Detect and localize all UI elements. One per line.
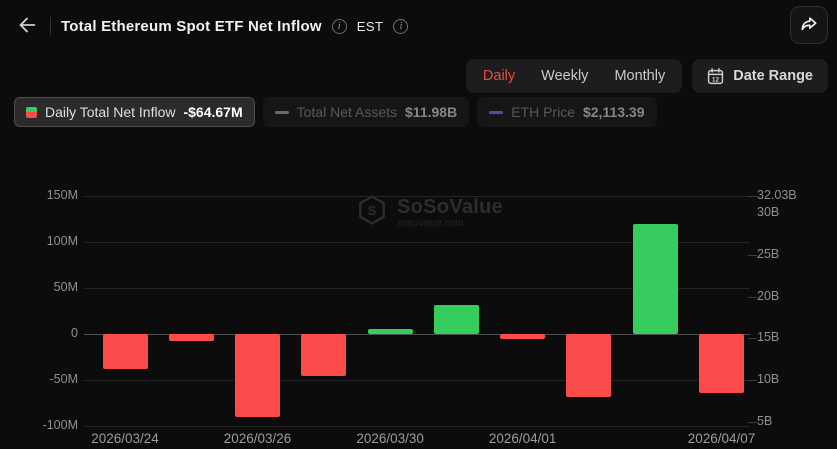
blue-dash-icon [489,110,504,114]
calendar-icon: 12 [707,67,724,85]
header: Total Ethereum Spot ETF Net Inflow i EST… [14,10,781,42]
tab-monthly[interactable]: Monthly [614,68,666,84]
tab-weekly[interactable]: Weekly [541,68,589,84]
x-axis-tick-label: 2026/04/01 [488,431,557,446]
legend-value: $2,113.39 [582,104,645,120]
watermark: S SoSoValue sosovalue.com [356,194,503,231]
watermark-brand: SoSoValue [397,196,504,218]
tab-daily[interactable]: Daily [482,68,516,84]
left-axis-tick-label: -50M [49,372,78,386]
legend-value: -$64.67M [183,104,243,120]
legend-label: Daily Total Net Inflow [45,104,176,120]
date-range-label: Date Range [733,68,813,84]
legend-item-daily-net-inflow[interactable]: Daily Total Net Inflow -$64.67M [14,97,255,127]
right-axis-tick [748,338,757,340]
right-axis-tick [748,254,757,256]
gridline [84,380,750,381]
sosovalue-logo-icon: S [356,194,388,231]
legend-value: $11.98B [405,104,458,120]
x-axis-tick-label: 2026/03/26 [223,431,292,446]
svg-text:S: S [368,203,377,218]
net-inflow-bar[interactable] [301,334,347,377]
right-axis-tick-label: 10B [757,372,780,387]
right-axis-tick-label: 20B [757,288,780,303]
zero-axis-line [84,334,750,335]
left-axis-tick-label: 0 [71,326,78,340]
right-axis-tick-label: 5B [757,413,773,428]
x-axis-tick-label: 2026/03/30 [356,431,424,446]
gridline [84,242,750,243]
legend-label: ETH Price [511,104,575,120]
interval-tab-group: Daily Weekly Monthly [465,59,683,93]
legend-row: Daily Total Net Inflow -$64.67M Total Ne… [14,97,657,127]
x-axis-tick-label: 2026/04/07 [687,431,756,446]
gridline [84,196,750,197]
right-axis-tick [748,421,757,423]
net-inflow-bar[interactable] [632,223,678,334]
right-axis-tick-label: 25B [757,246,780,261]
net-inflow-bar[interactable] [433,304,479,334]
right-axis-tick-label: 15B [757,330,780,345]
net-inflow-bar-chart: S SoSoValue sosovalue.com 150M 100M 50M 0 -5… [0,150,837,449]
net-inflow-bar[interactable] [102,334,148,369]
left-axis-tick-label: 50M [53,280,78,294]
net-inflow-bar[interactable] [500,334,546,339]
legend-item-eth-price[interactable]: ETH Price $2,113.39 [477,97,657,127]
back-arrow-icon [16,14,38,39]
gridline [84,288,750,289]
toolbar: Daily Weekly Monthly 12 Date Range [465,59,828,93]
left-axis-tick-label: 150M [46,188,78,202]
date-range-button[interactable]: 12 Date Range [692,59,828,93]
green-red-split-square-icon [26,106,37,118]
net-inflow-bar[interactable] [235,334,281,417]
right-axis-tick-label: 30B [757,204,780,219]
right-axis-tick [748,296,757,298]
net-inflow-bar[interactable] [699,334,745,394]
share-icon [799,14,819,37]
gridline [84,426,750,427]
page-title: Total Ethereum Spot ETF Net Inflow [61,17,322,35]
net-inflow-bar[interactable] [367,329,413,334]
share-button[interactable] [790,6,828,44]
back-button[interactable] [14,13,40,39]
left-axis-tick-label: 100M [46,234,78,248]
legend-item-total-net-assets[interactable]: Total Net Assets $11.98B [262,97,470,127]
timezone-info-icon[interactable]: i [393,18,409,34]
title-info-icon[interactable]: i [331,18,347,34]
right-axis-tick-label: 32.03B [757,188,797,202]
legend-label: Total Net Assets [296,104,398,120]
right-axis-tick [748,380,757,382]
watermark-domain: sosovalue.com [397,218,464,229]
left-axis-tick-label: -100M [42,418,78,432]
header-divider [50,17,51,35]
right-axis-tick [748,196,757,197]
net-inflow-bar[interactable] [168,334,214,342]
gray-dash-icon [274,110,289,114]
timezone-label: EST [356,18,384,34]
net-inflow-bar[interactable] [566,334,612,397]
x-axis-tick-label: 2026/03/24 [91,431,159,446]
svg-text:12: 12 [712,76,720,83]
